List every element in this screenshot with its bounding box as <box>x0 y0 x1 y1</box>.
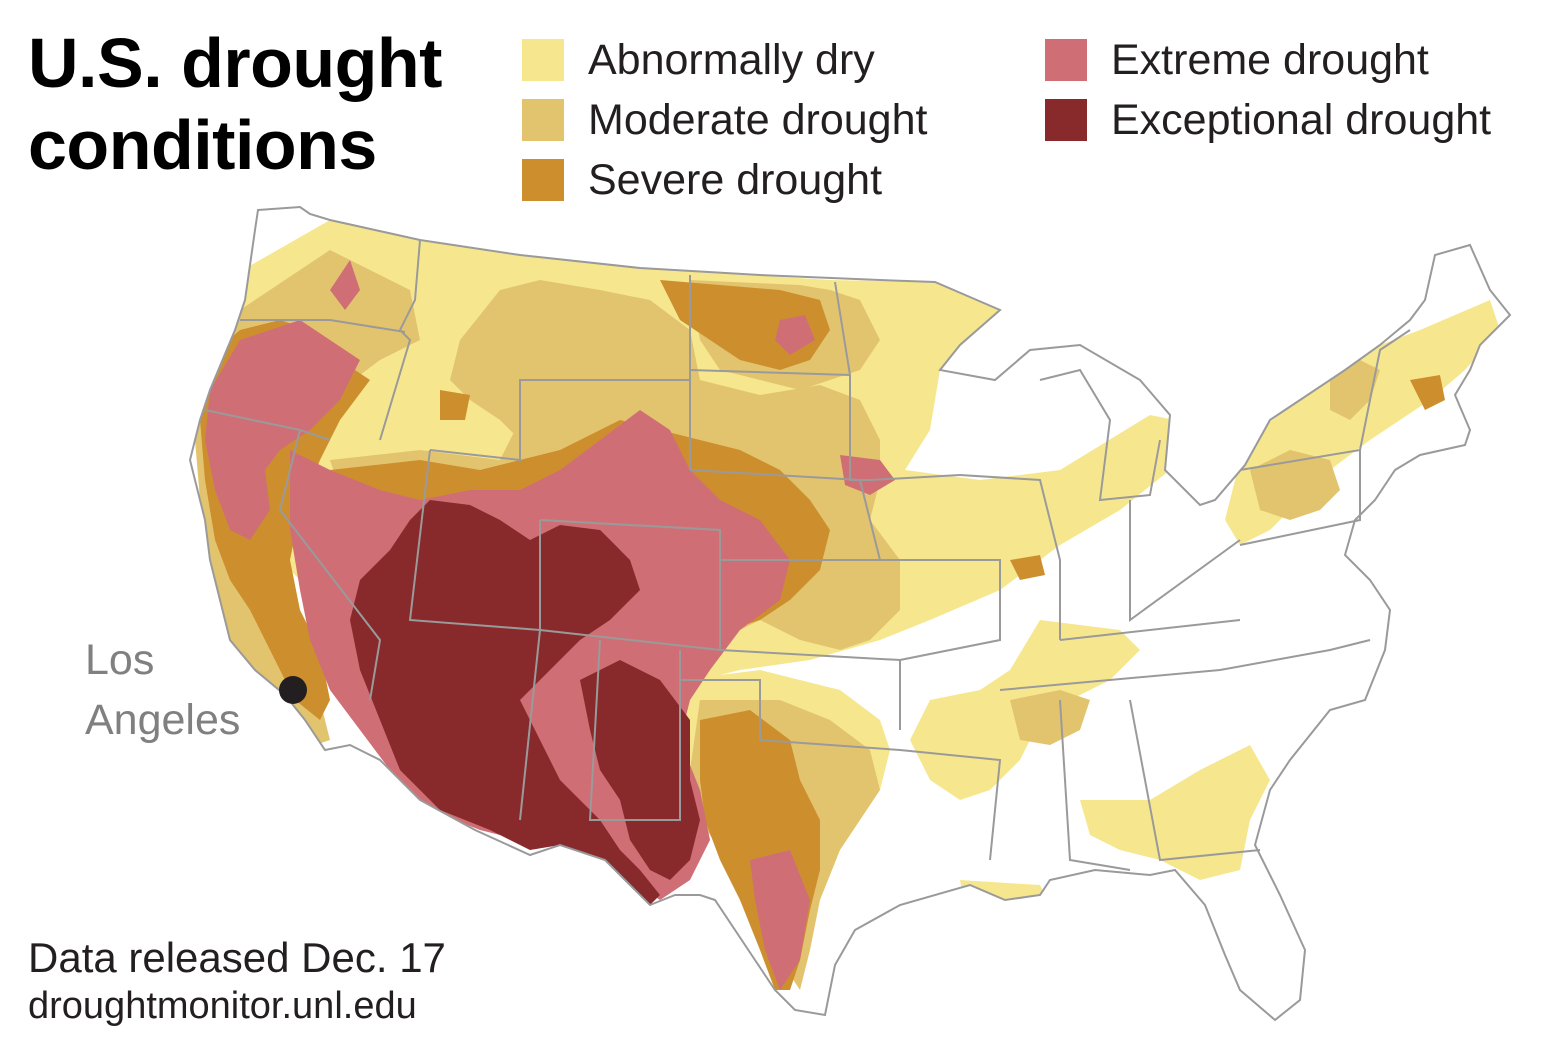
legend-label-severe-drought: Severe drought <box>588 155 883 204</box>
border-oklahoma-texas <box>680 679 901 751</box>
legend-item-moderate-drought: Moderate drought <box>522 90 927 150</box>
legend-item-abnormally-dry: Abnormally dry <box>522 30 927 90</box>
border-iowa-missouri <box>880 559 1001 661</box>
legend-swatch-extreme-drought <box>1045 39 1087 81</box>
source-credit: droughtmonitor.unl.edu <box>28 985 417 1027</box>
border-arkansas-louisiana <box>899 749 1002 861</box>
legend-label-abnormally-dry: Abnormally dry <box>588 35 875 84</box>
legend-column-2: Extreme drought Exceptional drought <box>1045 30 1491 150</box>
border-wisconsin-illinois <box>959 474 1061 640</box>
border-new-mexico-texas <box>588 639 681 821</box>
border-idaho-east <box>379 239 421 441</box>
border-dakotas <box>689 369 851 376</box>
border-nevada-utah <box>278 429 382 701</box>
border-arizona-utah <box>408 449 541 631</box>
data-release-note: Data released Dec. 17 <box>28 934 446 981</box>
legend-label-moderate-drought: Moderate drought <box>588 95 928 144</box>
border-georgia <box>1129 699 1261 862</box>
border-mississippi-alabama <box>1059 699 1131 871</box>
title-line-1: U.S. drought <box>28 24 442 102</box>
border-minnesota <box>834 281 961 481</box>
border-utah-wyoming <box>429 379 690 462</box>
legend-swatch-abnormally-dry <box>522 39 564 81</box>
legend-swatch-exceptional-drought <box>1045 99 1087 141</box>
map-title: U.S. drought conditions <box>28 22 442 186</box>
state-borders <box>189 206 1511 1021</box>
legend-item-extreme-drought: Extreme drought <box>1045 30 1491 90</box>
border-tennessee <box>999 669 1221 691</box>
border-ohio-indiana <box>1129 500 1241 622</box>
border-michigan <box>1039 368 1161 502</box>
legend-item-exceptional-drought: Exceptional drought <box>1045 90 1491 150</box>
legend-swatch-severe-drought <box>522 159 564 201</box>
legend-item-severe-drought: Severe drought <box>522 150 927 210</box>
border-carolinas <box>1219 639 1371 671</box>
footnote: Data released Dec. 17 droughtmonitor.unl… <box>28 933 446 1029</box>
drought-areas <box>190 220 1500 990</box>
border-pennsylvania <box>1239 448 1361 546</box>
los-angeles-label: Los Angeles <box>85 636 241 744</box>
drought-layer-exceptional-drought <box>350 500 700 905</box>
title-line-2: conditions <box>28 106 377 184</box>
legend-label-exceptional-drought: Exceptional drought <box>1111 95 1492 144</box>
border-kentucky <box>1059 619 1241 641</box>
border-colorado-new-mexico <box>539 519 721 652</box>
legend-label-extreme-drought: Extreme drought <box>1111 35 1429 84</box>
border-nebraska-kansas <box>689 469 882 561</box>
border-new-york-new-england <box>1359 329 1411 451</box>
legend-swatch-moderate-drought <box>522 99 564 141</box>
border-washington-oregon <box>240 319 406 333</box>
legend-column-1: Abnormally dry Moderate drought Severe d… <box>522 30 927 210</box>
los-angeles-marker <box>279 676 307 704</box>
